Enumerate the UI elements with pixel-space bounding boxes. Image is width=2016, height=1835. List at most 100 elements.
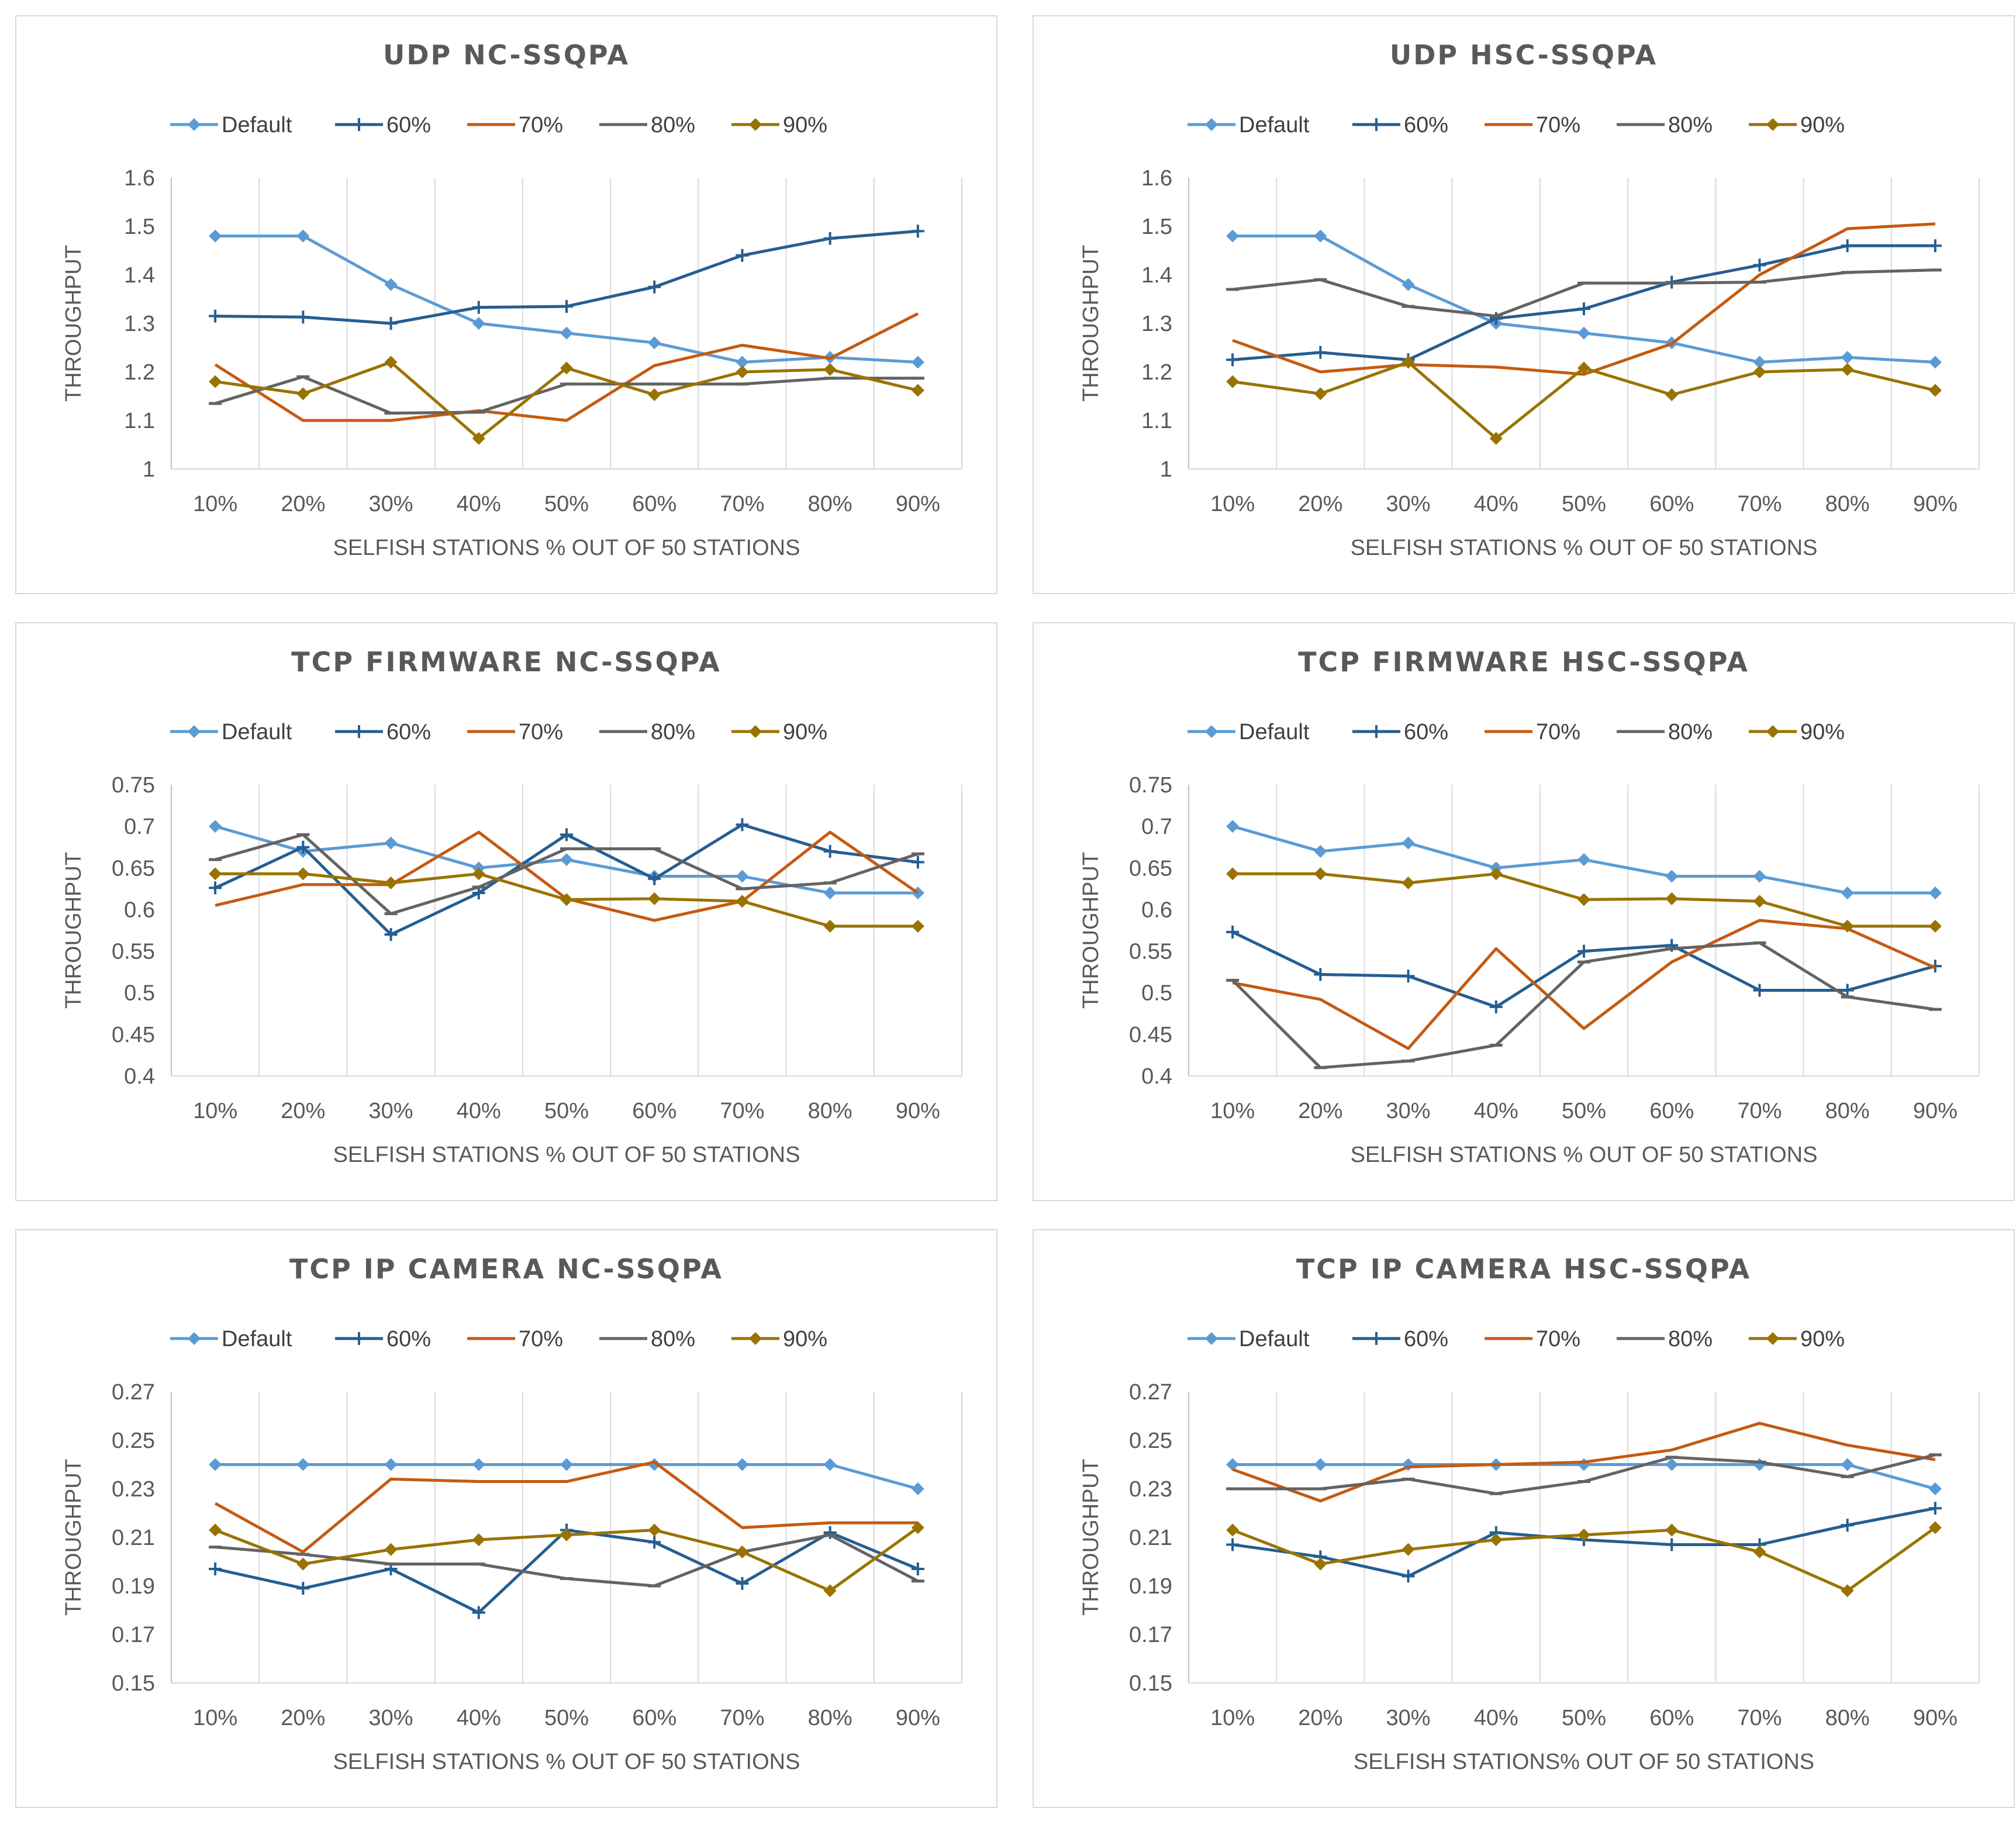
data-point [1314,867,1327,881]
y-tick-label: 0.5 [1141,981,1172,1006]
legend-item-90: 90% [1749,113,1845,137]
y-tick-label: 1.2 [124,360,155,385]
data-point [736,356,749,369]
series-90 [209,867,924,933]
y-tick-label: 0.75 [1129,773,1172,798]
gridlines [1276,1392,1980,1683]
data-point [823,1458,837,1471]
x-axis-title: SELFISH STATIONS % OUT OF 50 STATIONS [333,1750,800,1774]
data-point [1226,820,1240,833]
chart-udp-hsc-ssqpa: UDP HSC-SSQPA Default 60% 70% 80% 90% 1 1.1 1.2 1… [1079,39,1980,560]
x-tick-label: 40% [457,1099,501,1123]
data-point [1665,1538,1679,1551]
series-default [209,229,924,369]
x-tick-label: 90% [896,1706,940,1730]
data-point [911,1521,924,1534]
legend-label: 60% [1404,1327,1448,1351]
x-tick-label: 30% [1386,1706,1431,1730]
x-tick-label: 80% [1825,1706,1870,1730]
legend-label: 80% [1668,1327,1713,1351]
series-default [209,1458,924,1495]
data-point [1577,1528,1590,1541]
legend-marker [188,725,201,738]
gridlines [1276,178,1980,469]
data-point [209,1562,222,1575]
legend-label: 70% [519,113,563,137]
x-tick-label: 20% [281,1706,325,1730]
legend-marker [1766,118,1779,131]
data-point [209,1458,222,1471]
series-default [1226,1458,1942,1495]
chart-panel-tcp-ipcam-nc: TCP IP CAMERA NC-SSQPA Default 60% 70% 80% 90… [15,1229,997,1808]
chart-title: TCP FIRMWARE HSC-SSQPA [1298,646,1749,678]
legend-marker [749,118,762,131]
data-point [1226,229,1240,243]
data-point [911,225,924,238]
x-tick-label: 60% [632,1706,676,1730]
x-axis-title: SELFISH STATIONS % OUT OF 50 STATIONS [333,1143,800,1167]
data-point [1841,363,1854,376]
legend-item-70: 70% [1485,113,1580,137]
chart-panel-tcp-firmware-nc: TCP FIRMWARE NC-SSQPA Default 60% 70% 80% 90%… [15,622,997,1201]
data-point [1665,1458,1679,1471]
data-point [823,919,837,933]
x-tick-label: 60% [1649,492,1694,516]
y-tick-label: 0.45 [1129,1023,1172,1047]
y-tick-label: 0.21 [1129,1526,1172,1550]
legend-label: 80% [1668,720,1713,744]
y-axis-title: THROUGHPUT [61,1459,86,1616]
y-tick-label: 1 [143,457,155,482]
y-tick-label: 0.27 [112,1380,155,1405]
x-tick-label: 70% [720,1099,764,1123]
series-90 [1226,1521,1942,1598]
legend-marker [749,725,762,738]
legend-item-60: 60% [1352,113,1448,137]
series-90 [209,1521,924,1598]
series-80 [209,375,924,415]
data-point [560,893,573,906]
data-point [1753,356,1766,369]
x-tick-label: 30% [369,1099,413,1123]
data-point [1928,239,1942,253]
legend-label: 80% [1668,113,1713,137]
data-point [1401,1543,1415,1556]
data-point [384,278,398,291]
chart-panel-tcp-firmware-hsc: TCP FIRMWARE HSC-SSQPA Default 60% 70% 80% 90… [1033,622,2015,1201]
legend: Default 60% 70% 80% 90% [1187,1327,1845,1351]
legend-label: 80% [651,1327,695,1351]
data-point [1314,387,1327,401]
x-tick-label: 30% [1386,492,1431,516]
data-point [911,1482,924,1495]
x-tick-label: 30% [369,1706,413,1730]
legend-label: 70% [1536,1327,1580,1351]
y-tick-label: 0.25 [112,1429,155,1453]
y-axis-title: THROUGHPUT [61,245,86,402]
data-point [1753,984,1766,997]
legend-item-70: 70% [467,1327,563,1351]
x-tick-label: 40% [457,492,501,516]
legend-item-70: 70% [1485,1327,1580,1351]
data-point [648,1536,661,1549]
data-point [296,311,310,324]
series-line [215,1529,919,1615]
x-tick-label: 20% [1298,1706,1342,1730]
y-tick-label: 0.19 [112,1574,155,1599]
data-point [736,870,749,883]
legend-label: 90% [783,720,827,744]
y-tick-label: 0.21 [112,1526,155,1550]
data-point [648,388,661,402]
y-tick-label: 0.27 [1129,1380,1172,1405]
x-tick-label: 10% [193,1099,237,1123]
legend-label: 60% [386,720,431,744]
data-point [911,1562,924,1575]
legend-marker [353,1332,365,1345]
data-point [911,919,924,933]
y-axis-title: THROUGHPUT [1079,852,1103,1009]
data-point [1489,867,1503,881]
y-tick-label: 1.6 [1141,166,1172,191]
y-tick-label: 0.19 [1129,1574,1172,1599]
legend-marker [353,725,365,738]
legend: Default 60% 70% 80% 90% [1187,113,1845,137]
data-point [472,886,485,899]
y-tick-label: 0.65 [112,856,155,881]
